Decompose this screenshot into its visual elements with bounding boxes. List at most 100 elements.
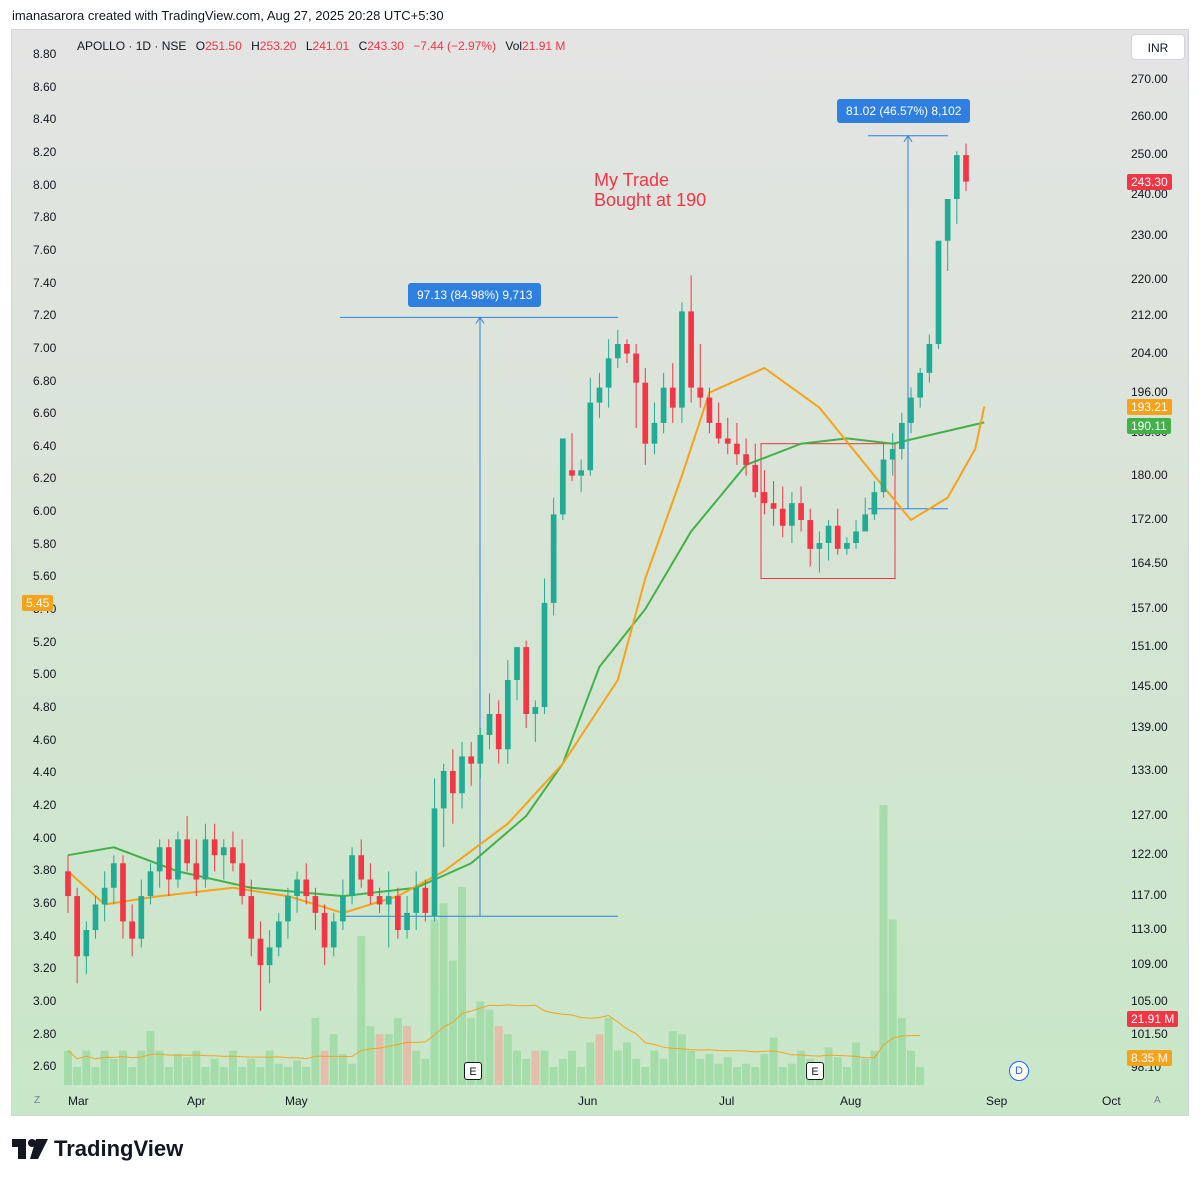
volume-bar (146, 1030, 155, 1085)
y-left-axis-tick: 4.60 (33, 732, 57, 747)
volume-bar (302, 1067, 311, 1085)
candle-body (285, 896, 291, 922)
y-axis-tick: 270.00 (1131, 72, 1168, 86)
trade-annotation: My Trade Bought at 190 (594, 170, 706, 210)
y-left-axis-tick: 8.40 (33, 112, 57, 127)
volume-bar (201, 1067, 210, 1085)
candle-body (330, 921, 337, 948)
candle-body (376, 896, 383, 905)
candle-body (202, 839, 209, 880)
y-left-axis-tick: 7.80 (33, 210, 57, 225)
volume-bar (192, 1050, 201, 1085)
volume-bar (247, 1058, 256, 1085)
y-left-axis-tick: 8.80 (33, 47, 57, 61)
volume-bar (311, 1017, 320, 1085)
close-label: C (358, 39, 368, 53)
y-left-axis-tick: 5.20 (33, 634, 57, 649)
low-label: L (305, 39, 313, 53)
y-axis-tick: 220.00 (1131, 271, 1168, 286)
volume-bar (650, 1050, 659, 1085)
volume-bar (769, 1037, 778, 1085)
y-left-axis-tick: 5.00 (33, 667, 57, 682)
y-left-axis-tick: 4.20 (33, 797, 57, 812)
price-tag: 21.91 M (1127, 1011, 1179, 1027)
close-value: 243.30 (367, 39, 404, 53)
volume-bar (558, 1058, 567, 1085)
auto-scale-button[interactable]: A (1154, 1095, 1161, 1106)
measure-label-1[interactable]: 97.13 (84.98%) 9,713 (408, 283, 542, 307)
candle-body (504, 679, 511, 750)
volume-bar (897, 1017, 906, 1085)
candle-body (358, 855, 365, 880)
y-axis-tick: 180.00 (1131, 467, 1168, 482)
volume-label: Vol (505, 39, 523, 53)
candle-body (468, 756, 475, 764)
y-left-axis-tick: 3.20 (33, 961, 57, 976)
price-tag: 193.21 (1127, 399, 1172, 415)
candle-body (669, 387, 676, 408)
currency-button[interactable]: INR (1131, 34, 1185, 60)
volume-bar (228, 1050, 237, 1085)
y-left-axis-tick: 2.80 (33, 1026, 57, 1041)
candle-body (450, 770, 456, 794)
change-value: −7.44 (−2.97%) (413, 39, 497, 53)
y-left-axis-tick: 4.00 (33, 830, 57, 845)
candle-body (853, 531, 859, 544)
y-left-axis-tick: 4.80 (33, 700, 57, 714)
volume-bar (852, 1042, 861, 1085)
candle-body (899, 422, 905, 449)
candle-body (83, 930, 90, 957)
candle-body (541, 602, 548, 708)
candle-body (257, 938, 264, 966)
measure-arrow (903, 134, 913, 143)
candle-body (422, 887, 429, 913)
attribution: imanasarora created with TradingView.com… (12, 8, 444, 23)
y-left-axis-tick: 7.00 (33, 340, 57, 355)
earnings-marker[interactable]: E (806, 1062, 824, 1080)
chart-pane[interactable] (11, 29, 1189, 1116)
candle-body (697, 387, 704, 398)
measure-label-2[interactable]: 81.02 (46.57%) 8,102 (837, 99, 971, 123)
x-axis-tick: Aug (840, 1094, 862, 1108)
y-axis-tick: 139.00 (1131, 719, 1168, 734)
volume-bar (732, 1067, 741, 1085)
candle-body (862, 514, 869, 532)
zoom-button[interactable]: Z (34, 1095, 41, 1106)
volume-bar (568, 1050, 576, 1085)
candle-body (248, 896, 255, 939)
volume-bar (916, 1067, 925, 1085)
y-left-axis-tick: 3.00 (33, 993, 57, 1008)
volume-bar (403, 1026, 412, 1085)
candle-body (340, 896, 346, 922)
volume-bar (513, 1050, 521, 1085)
dividend-marker[interactable]: D (1009, 1061, 1029, 1081)
tradingview-logo: TradingView (12, 1134, 183, 1164)
symbol-label[interactable]: APOLLO · 1D · NSE (77, 39, 187, 53)
candle-body (230, 847, 236, 864)
candle-body (349, 855, 355, 897)
volume-bar (659, 1058, 668, 1085)
y-axis-tick: 117.00 (1131, 888, 1167, 903)
candle-body (165, 847, 172, 880)
candle-body (825, 525, 832, 544)
tradingview-logo-text: TradingView (54, 1136, 184, 1161)
candle-body (312, 896, 319, 913)
y-axis-tick: 109.00 (1131, 957, 1168, 972)
y-left-axis-tick: 4.40 (33, 765, 57, 780)
y-axis-tick: 164.50 (1131, 555, 1168, 570)
price-tag: 190.11 (1127, 418, 1171, 434)
volume-bar (137, 1050, 146, 1085)
volume-bar (494, 1026, 503, 1085)
price-tag: 5.45 (22, 595, 54, 611)
x-axis-tick: Sep (986, 1094, 1008, 1108)
candle-body (715, 422, 722, 439)
volume-bar (888, 919, 897, 1085)
candle-body (459, 756, 465, 794)
earnings-marker[interactable]: E (464, 1062, 482, 1080)
volume-bar (357, 936, 366, 1085)
volume-bar (677, 1034, 686, 1085)
y-axis-tick: 127.00 (1131, 808, 1168, 823)
volume-bar (787, 1063, 796, 1085)
price-tag: 243.30 (1127, 174, 1172, 190)
